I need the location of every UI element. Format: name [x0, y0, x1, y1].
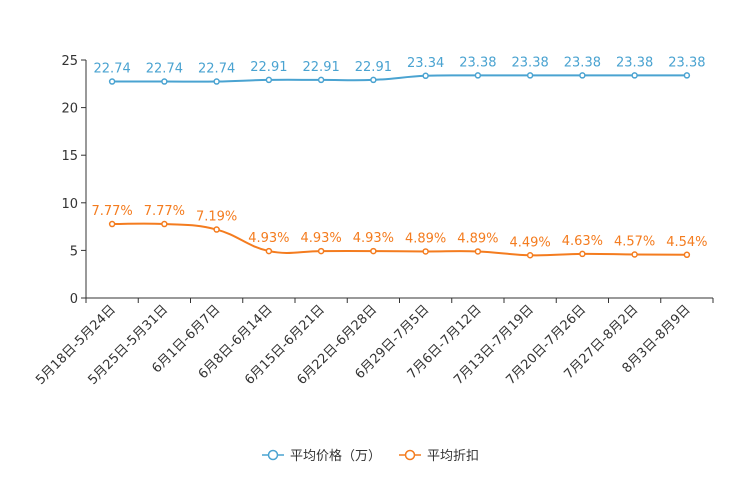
data-point[interactable]	[422, 248, 429, 255]
data-label: 23.38	[668, 55, 705, 70]
series-layer	[108, 72, 691, 259]
data-point[interactable]	[474, 248, 482, 255]
series-line-1	[112, 74, 687, 83]
data-point[interactable]	[370, 247, 377, 255]
data-point[interactable]	[265, 76, 273, 84]
data-point[interactable]	[265, 247, 273, 255]
data-point[interactable]	[161, 220, 168, 228]
data-label: 23.38	[459, 55, 496, 70]
y-tick-label: 25	[61, 54, 78, 69]
data-label: 4.49%	[509, 235, 550, 250]
data-point[interactable]	[370, 76, 377, 84]
data-label: 23.38	[564, 55, 601, 70]
data-label: 22.74	[94, 62, 131, 77]
data-point[interactable]	[422, 72, 429, 80]
data-label: 7.19%	[196, 210, 237, 225]
legend[interactable]: 平均价格（万） 平均折扣	[262, 448, 479, 464]
data-point[interactable]	[631, 72, 638, 79]
data-point[interactable]	[579, 72, 586, 79]
data-label: 4.93%	[353, 231, 394, 246]
data-label: 22.91	[303, 60, 340, 75]
data-label: 23.38	[512, 55, 549, 70]
data-label: 4.54%	[666, 235, 707, 250]
y-tick-label: 20	[61, 102, 78, 117]
data-point[interactable]	[317, 247, 325, 255]
data-label: 22.91	[355, 60, 392, 75]
data-point[interactable]	[579, 250, 586, 258]
legend-item-1[interactable]: 平均价格（万）	[262, 448, 381, 464]
data-point[interactable]	[108, 78, 116, 85]
data-label: 23.34	[407, 56, 444, 71]
legend-item-2[interactable]: 平均折扣	[399, 449, 479, 464]
data-labels: 22.74 22.74 22.74 22.91 22.91 22.91 23.34 23.38…	[91, 55, 707, 250]
data-label: 7.77%	[144, 204, 185, 219]
data-label: 4.63%	[562, 234, 603, 249]
y-tick-label: 0	[70, 292, 78, 307]
data-label: 4.93%	[248, 231, 289, 246]
data-label: 22.74	[146, 62, 183, 77]
data-point[interactable]	[683, 72, 691, 79]
y-tick-label: 10	[61, 197, 78, 212]
axes: 05101520255月18日-5月24日5月25日-5月31日6月1日-6月7…	[33, 54, 714, 388]
data-label: 4.89%	[405, 231, 446, 246]
y-tick-label: 5	[70, 244, 78, 259]
data-label: 4.57%	[614, 234, 655, 249]
data-label: 4.93%	[300, 231, 341, 246]
data-point[interactable]	[631, 251, 638, 258]
data-label: 23.38	[616, 55, 653, 70]
legend-label: 平均价格（万）	[290, 448, 381, 464]
data-label: 22.74	[198, 62, 235, 77]
data-point[interactable]	[213, 226, 220, 233]
series-line-2	[112, 222, 687, 257]
data-label: 7.77%	[91, 204, 132, 219]
y-tick-label: 15	[61, 149, 78, 164]
data-label: 4.89%	[457, 231, 498, 246]
legend-marker-swatch	[404, 449, 416, 461]
data-point[interactable]	[161, 78, 168, 85]
data-point[interactable]	[213, 78, 220, 85]
legend-label: 平均折扣	[427, 449, 479, 464]
data-point[interactable]	[683, 251, 691, 259]
data-point[interactable]	[474, 72, 482, 79]
data-label: 22.91	[250, 60, 287, 75]
data-point[interactable]	[317, 76, 325, 84]
data-point[interactable]	[108, 220, 116, 228]
legend-marker-swatch	[267, 449, 279, 461]
data-point[interactable]	[526, 72, 534, 79]
data-point[interactable]	[526, 252, 534, 259]
